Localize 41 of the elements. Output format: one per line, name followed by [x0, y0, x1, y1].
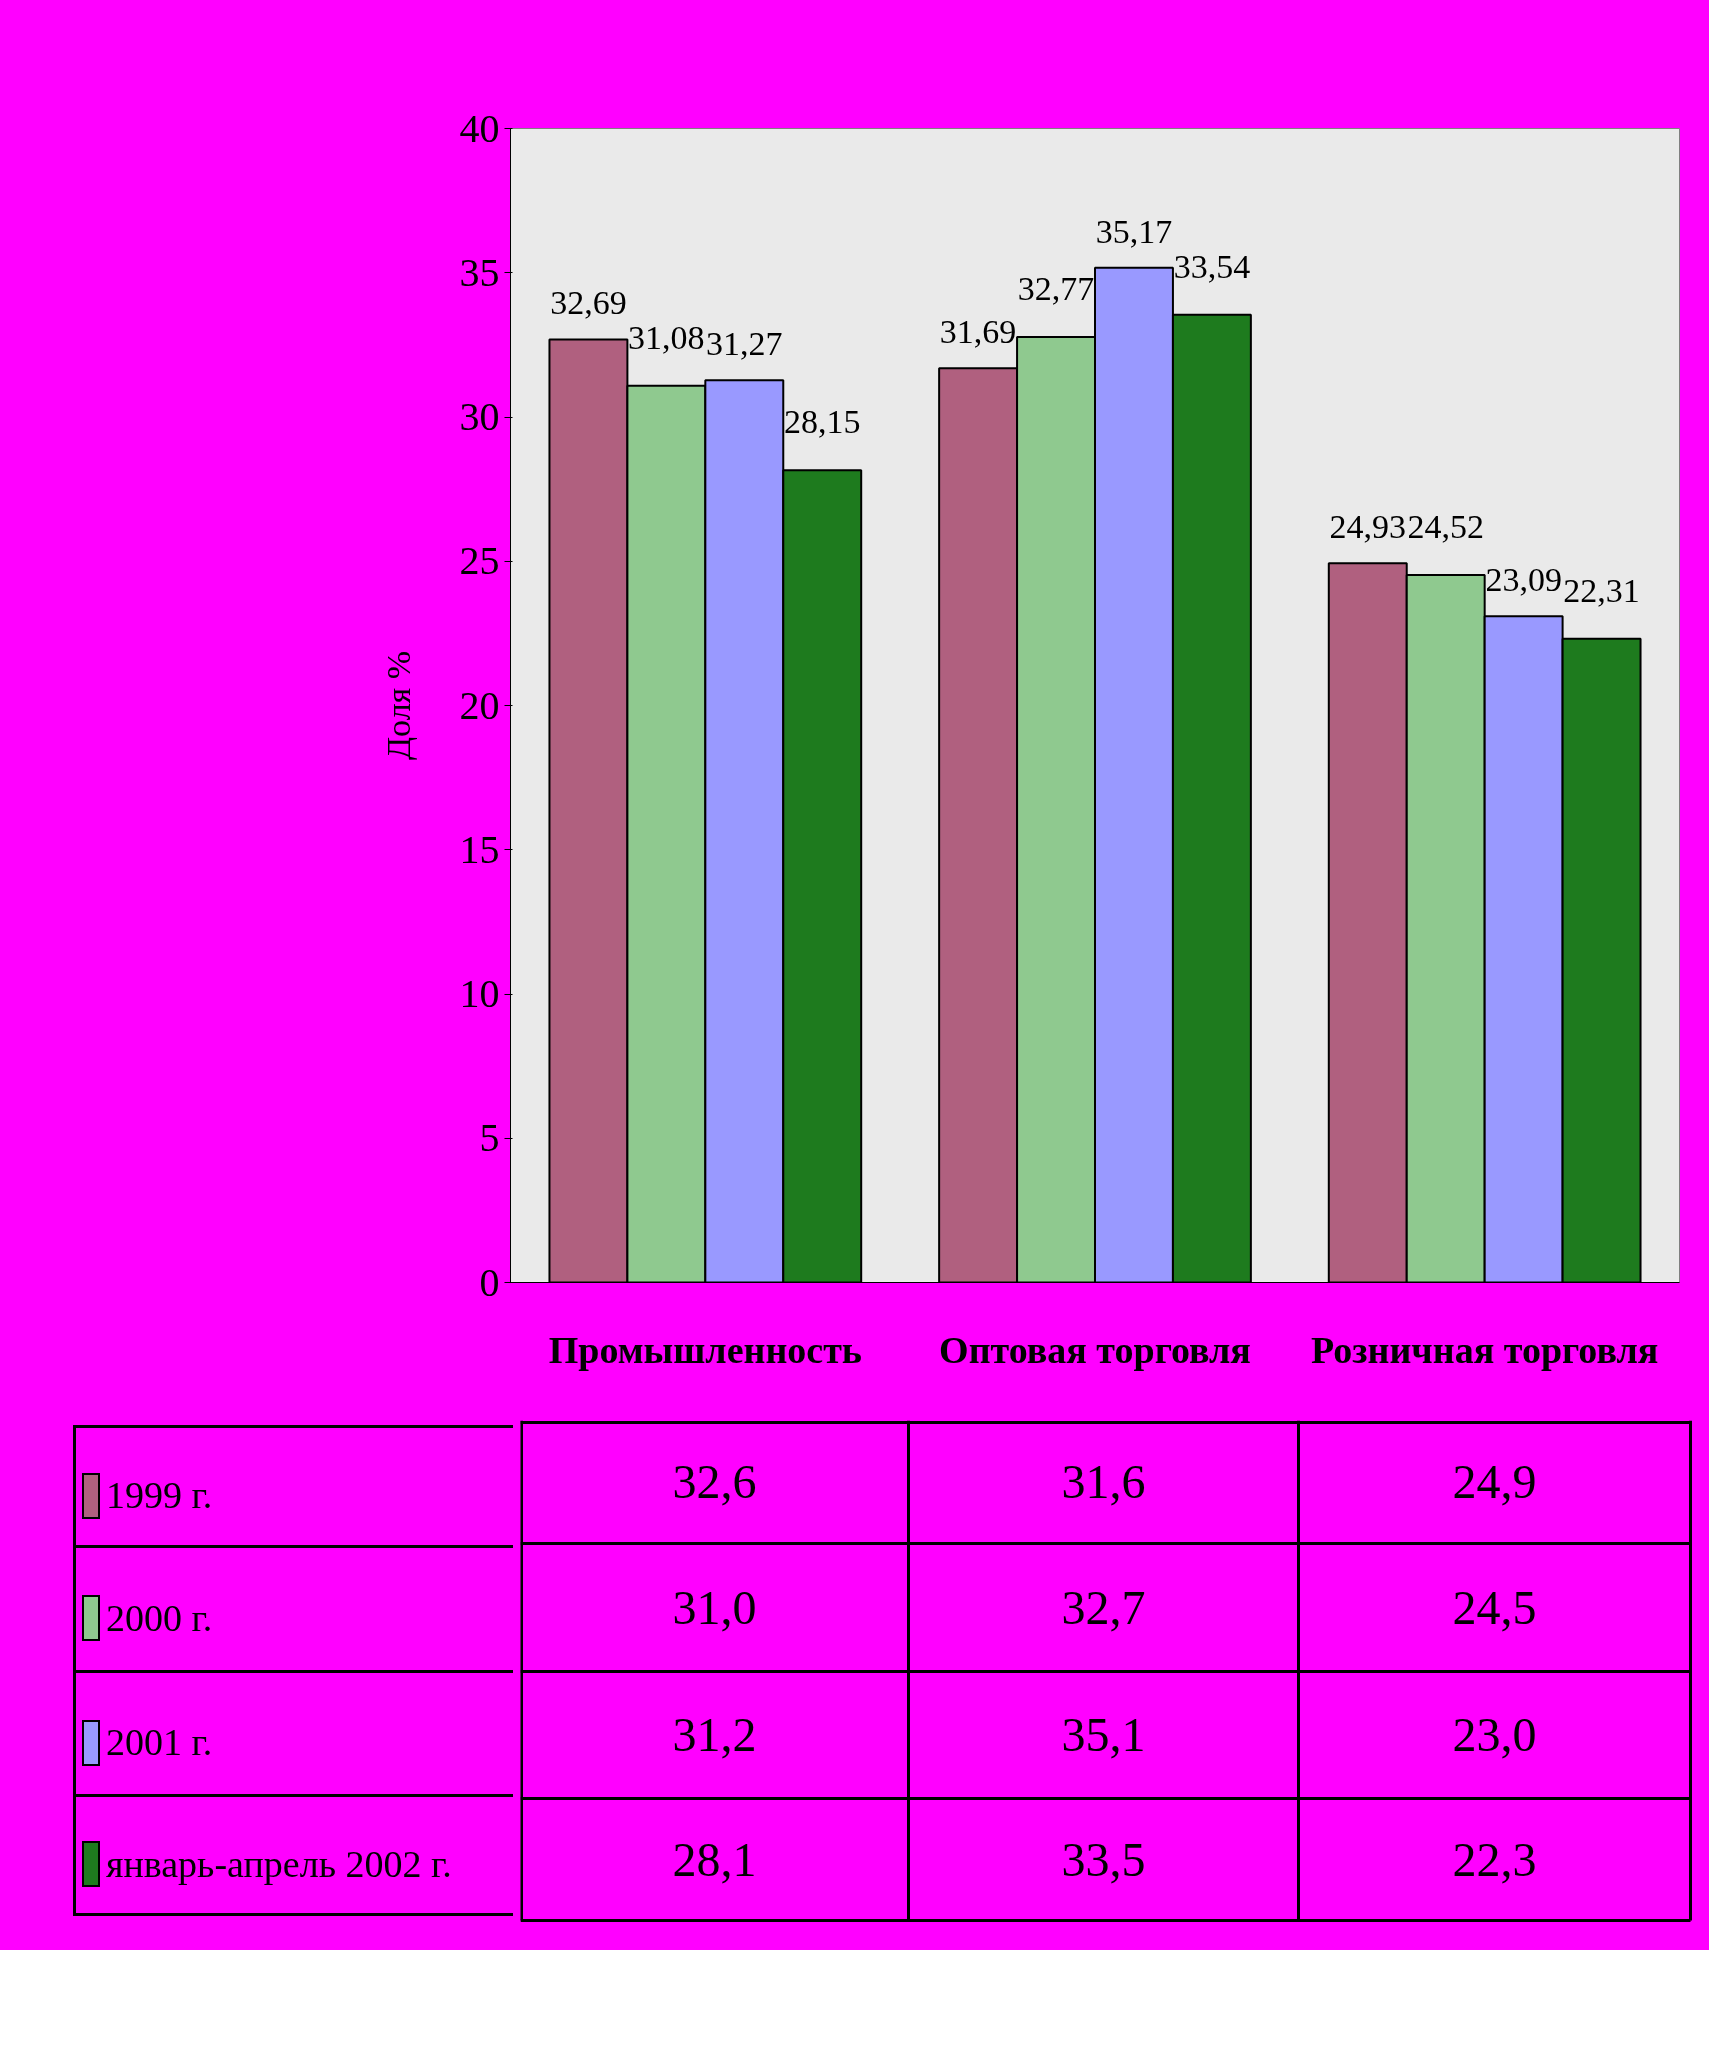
text: 35,1 [1061, 1708, 1146, 1761]
data-label: 23,09 [1485, 561, 1562, 599]
y-tick-label: 40 [459, 105, 500, 151]
data-label: 35,17 [1095, 212, 1173, 250]
x-tick-label: Оптовая торговля [939, 1328, 1251, 1371]
data-label: 24,52 [1407, 508, 1484, 546]
legend-label: 2001 г. [106, 1720, 213, 1766]
data-label: 31,08 [628, 318, 705, 356]
y-tick-label: 0 [479, 1259, 500, 1305]
legend-label: январь-апрель 2002 г. [106, 1841, 452, 1887]
text: 23,0 [1452, 1708, 1537, 1761]
data-label: 31,27 [706, 325, 783, 363]
text: 32,7 [1061, 1580, 1146, 1634]
legend-label: 1999 г. [106, 1473, 213, 1519]
data-label: 33,54 [1173, 247, 1251, 285]
y-tick-label: 30 [459, 394, 500, 439]
y-axis-title: Доля % [379, 650, 417, 761]
data-label: 32,69 [550, 284, 627, 322]
y-tick-label: 5 [479, 1115, 500, 1161]
text: 24,9 [1452, 1455, 1537, 1508]
text: 24,5 [1452, 1580, 1537, 1634]
y-tick-label: 20 [459, 682, 500, 728]
text: 22,3 [1452, 1832, 1537, 1886]
legend-label: 2000 г. [106, 1595, 213, 1641]
data-label: 22,31 [1563, 571, 1640, 609]
text: 32,6 [672, 1455, 757, 1508]
data-label: 28,15 [783, 403, 861, 441]
y-tick-label: 25 [459, 538, 500, 584]
text: 28,1 [672, 1832, 757, 1886]
data-label: 24,93 [1329, 508, 1407, 546]
y-tick-label: 35 [459, 249, 500, 295]
x-tick-label: Промышленность [548, 1328, 862, 1371]
text: 31,0 [672, 1580, 757, 1634]
y-tick-label: 15 [459, 826, 500, 872]
text: 33,5 [1061, 1832, 1146, 1886]
y-tick-label: 10 [459, 971, 500, 1016]
text: 31,2 [672, 1708, 757, 1761]
x-tick-label: Розничная торговля [1311, 1328, 1659, 1371]
data-label: 31,69 [939, 313, 1017, 351]
data-label: 32,77 [1017, 270, 1095, 308]
text: 31,6 [1061, 1455, 1146, 1508]
